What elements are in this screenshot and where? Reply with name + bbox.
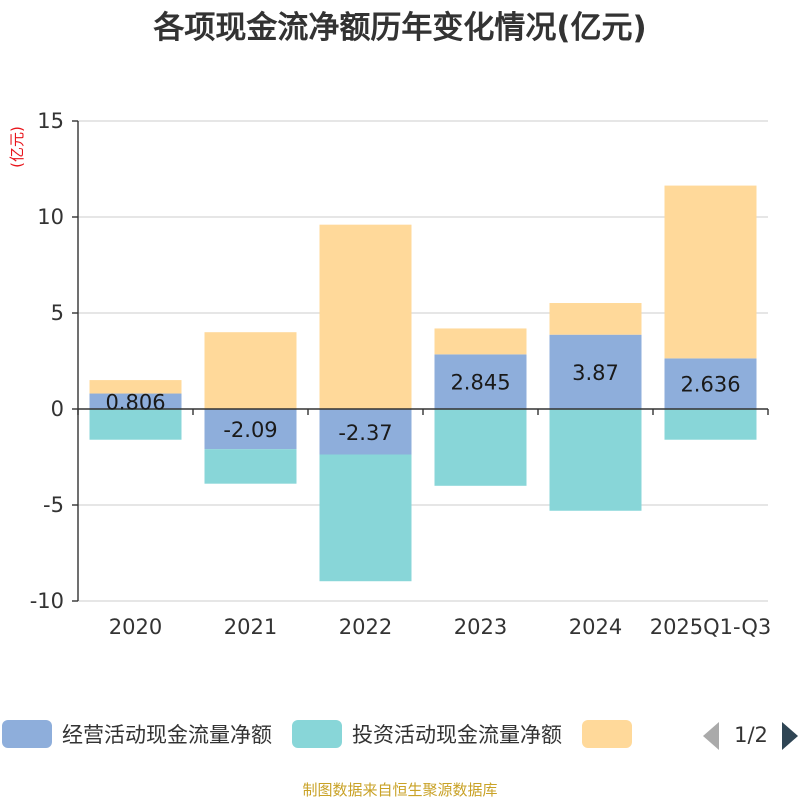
y-tick-label: 5 [51,301,64,325]
data-label: 0.806 [105,390,165,414]
bar-series3-2022 [319,224,412,409]
bar-series2-2024 [549,409,642,511]
legend-swatch[interactable] [292,720,342,748]
x-tick-label: 2024 [569,615,622,639]
bar-series2-2025Q1-Q3 [664,409,757,440]
bar-series2-2020 [89,409,182,440]
bar-series1-2020 [89,393,182,409]
legend: 经营活动现金流量净额 投资活动现金流量净额 1/2 [2,720,798,750]
bar-series3-2025Q1-Q3 [664,185,757,359]
bar-series2-2022 [319,454,412,582]
bars [89,185,757,582]
bar-series1-2024 [549,334,642,409]
axes: 15 10 5 0 -5 -10 2020 2021 2022 2023 2024 2025Q1-Q3 [30,109,772,639]
x-tick-label: 2025Q1-Q3 [650,615,772,639]
bar-series1-2023 [434,354,527,409]
legend-swatch[interactable] [582,720,632,748]
bar-series2-2023 [434,409,527,486]
data-label: -2.37 [338,421,392,445]
x-tick-label: 2023 [454,615,507,639]
x-tick-label: 2021 [224,615,277,639]
legend-page-indicator: 1/2 [734,723,768,747]
data-label: 3.87 [572,361,619,385]
legend-swatch[interactable] [2,720,52,748]
chart-title: 各项现金流净额历年变化情况(亿元) [152,10,646,46]
data-label: 2.636 [680,373,740,397]
x-tick-label: 2020 [109,615,162,639]
data-label: -2.09 [223,418,277,442]
legend-label[interactable]: 投资活动现金流量净额 [352,723,562,747]
y-tick-label: -5 [43,493,64,517]
legend-label[interactable]: 经营活动现金流量净额 [62,723,272,747]
legend-next-icon[interactable] [782,722,798,750]
y-tick-label: 0 [51,397,64,421]
bar-series3-2020 [89,380,182,394]
bar-series3-2021 [204,332,297,409]
x-tick-label: 2022 [339,615,392,639]
data-labels: 0.806 -2.09 -2.37 2.845 3.87 2.636 [105,361,740,445]
y-tick-label: 15 [37,109,64,133]
y-axis-label: (亿元) [8,126,26,168]
y-tick-label: -10 [30,589,64,613]
bar-series1-2025Q1-Q3 [664,358,757,409]
y-tick-label: 10 [37,205,64,229]
legend-prev-icon[interactable] [703,722,719,750]
bar-series1-2022 [319,409,412,455]
bar-series3-2023 [434,328,527,355]
bar-series3-2024 [549,303,642,335]
bar-series1-2021 [204,409,297,450]
data-label: 2.845 [450,371,510,395]
source-note: 制图数据来自恒生聚源数据库 [302,781,497,799]
bar-series2-2021 [204,449,297,484]
